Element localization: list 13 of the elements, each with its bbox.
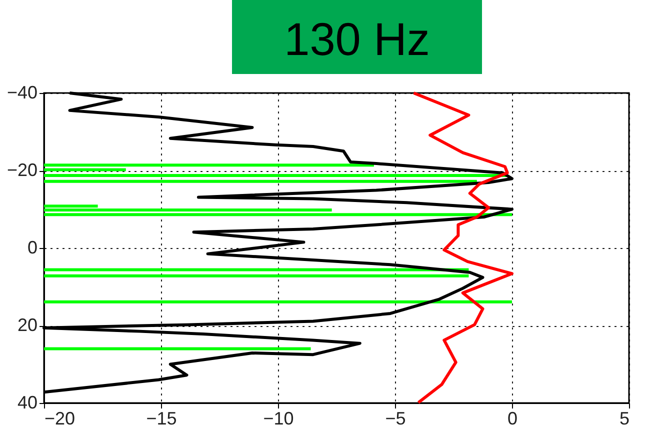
line-series	[412, 92, 514, 404]
y-tick-label: −40	[6, 82, 38, 102]
y-tick-label: −20	[6, 160, 38, 180]
chart-title: 130 Hz	[232, 0, 482, 78]
y-tick-label: 40	[17, 392, 38, 412]
x-tick-label: −5	[385, 408, 406, 428]
y-tick-label: 20	[17, 315, 38, 335]
x-tick-label: −20	[44, 408, 76, 428]
x-tick-label: −15	[146, 408, 177, 428]
x-tick-label: −10	[263, 408, 294, 428]
x-tick-label: 5	[619, 408, 630, 428]
x-tick-label: 0	[507, 408, 518, 428]
y-tick-label: 0	[27, 238, 38, 258]
